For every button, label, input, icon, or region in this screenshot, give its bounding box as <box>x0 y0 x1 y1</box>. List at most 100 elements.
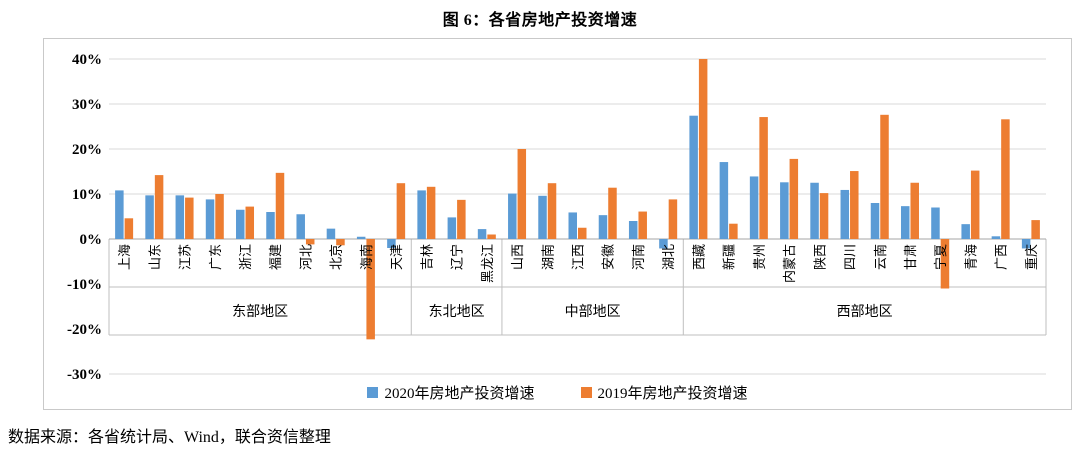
bar-2019-宁夏 <box>940 239 950 289</box>
bar-2020-河北 <box>296 214 305 239</box>
chart-title: 图 6：各省房地产投资增速 <box>442 12 638 29</box>
bar-2019-上海 <box>124 218 134 239</box>
bar-2019-河北 <box>305 239 315 245</box>
bar-2019-安徽 <box>608 187 617 239</box>
bar-chart-svg: 40% 30% 20% 10% 0% -10% -20% -30% 上海 山东 江苏 广东 浙江 福建 河北… <box>67 52 1047 383</box>
region-label: 东部地区 <box>232 304 288 320</box>
province-label: 四川 <box>843 244 858 270</box>
legend-item-2019: 2019年房地产投资增速 <box>580 382 748 403</box>
legend-item-2020: 2020年房地产投资增速 <box>367 382 535 403</box>
bar-2019-青海 <box>970 170 980 239</box>
bar-2019-贵州 <box>759 117 768 239</box>
bar-2019-重庆 <box>1031 220 1040 239</box>
province-label: 西藏 <box>691 244 706 270</box>
bar-2019-四川 <box>850 171 859 239</box>
province-label: 河北 <box>298 244 313 270</box>
y-axis-tick-label: 20% <box>72 142 102 158</box>
bar-2019-山西 <box>517 149 527 239</box>
bar-2019-浙江 <box>245 206 255 239</box>
province-label: 广西 <box>994 244 1009 270</box>
province-label: 北京 <box>329 244 344 270</box>
province-label: 宁夏 <box>933 244 948 270</box>
bar-2019-江西 <box>578 227 587 239</box>
bar-2020-上海 <box>115 190 124 239</box>
bar-2020-甘肃 <box>900 206 910 239</box>
province-label: 贵州 <box>752 244 767 270</box>
region-label: 西部地区 <box>837 304 893 320</box>
bar-2020-宁夏 <box>931 207 940 239</box>
source-note: 数据来源：各省统计局、Wind，联合资信整理 <box>8 429 331 446</box>
bar-2019-甘肃 <box>910 182 919 239</box>
bar-2019-河南 <box>638 211 647 239</box>
y-axis-tick-label: 0% <box>80 232 103 248</box>
bar-2019-内蒙古 <box>789 158 799 239</box>
bar-2019-江苏 <box>185 197 194 239</box>
y-axis-tick-label: 40% <box>72 52 102 68</box>
bar-2020-湖北 <box>659 239 668 249</box>
y-axis-tick-label: -30% <box>67 367 102 383</box>
legend-swatch-icon <box>580 387 592 398</box>
bar-2019-辽宁 <box>457 199 466 239</box>
bar-2019-吉林 <box>426 186 436 239</box>
bar-2019-广西 <box>1001 119 1010 239</box>
province-label: 重庆 <box>1024 244 1039 270</box>
bar-2020-山西 <box>508 193 517 239</box>
bar-2019-西藏 <box>698 59 708 239</box>
legend-label: 2019年房地产投资增速 <box>597 386 748 402</box>
province-label: 江苏 <box>178 244 193 270</box>
y-axis-tick-label: -20% <box>67 322 102 338</box>
province-label: 江西 <box>571 244 586 270</box>
bar-2019-新疆 <box>729 223 738 239</box>
bar-2020-海南 <box>356 236 366 239</box>
bar-2020-内蒙古 <box>780 182 789 239</box>
legend-label: 2020年房地产投资增速 <box>384 386 535 402</box>
province-label: 陕西 <box>812 244 827 270</box>
province-label: 青海 <box>963 244 978 270</box>
bar-2020-广西 <box>991 236 1001 239</box>
y-axis-tick-label: -10% <box>67 277 102 293</box>
bar-2019-福建 <box>275 172 285 239</box>
bar-2020-江苏 <box>175 195 185 239</box>
bar-2019-陕西 <box>819 193 829 239</box>
bar-2020-福建 <box>266 212 275 239</box>
province-label: 吉林 <box>419 244 434 270</box>
province-label: 湖南 <box>540 244 555 270</box>
bar-2020-青海 <box>961 224 970 239</box>
bar-2020-浙江 <box>236 209 245 239</box>
y-axis-tick-label: 10% <box>72 187 102 203</box>
province-label: 辽宁 <box>450 244 465 270</box>
bar-2020-陕西 <box>810 182 819 239</box>
province-label: 云南 <box>873 244 888 270</box>
bar-2020-北京 <box>326 228 336 239</box>
bar-2020-湖南 <box>538 195 547 239</box>
bar-2020-四川 <box>840 189 850 239</box>
bar-2020-安徽 <box>598 215 608 239</box>
province-label: 湖北 <box>661 244 676 270</box>
region-label: 中部地区 <box>565 304 621 320</box>
legend-swatch-icon <box>367 387 379 398</box>
province-label: 内蒙古 <box>782 244 797 283</box>
y-axis-tick-label: 30% <box>72 97 102 113</box>
region-label: 东北地区 <box>429 304 485 320</box>
bar-2019-海南 <box>366 239 375 340</box>
chart-area: 40% 30% 20% 10% 0% -10% -20% -30% 上海 山东 江苏 广东 浙江 福建 河北… <box>43 38 1072 410</box>
bar-2019-黑龙江 <box>487 234 496 239</box>
bar-2020-江西 <box>568 212 577 239</box>
province-label: 甘肃 <box>903 244 918 270</box>
province-label: 海南 <box>359 244 374 270</box>
bar-2019-天津 <box>396 183 406 239</box>
bar-2020-广东 <box>205 199 215 239</box>
province-label: 浙江 <box>238 244 253 270</box>
province-label: 上海 <box>117 244 132 270</box>
province-label: 山东 <box>147 244 162 270</box>
bar-2019-北京 <box>336 239 345 246</box>
bar-2020-西藏 <box>689 115 698 239</box>
bar-2020-山东 <box>145 195 154 239</box>
province-label: 黑龙江 <box>480 244 495 283</box>
bar-2020-辽宁 <box>447 217 457 239</box>
province-label: 安徽 <box>601 244 616 270</box>
province-label: 新疆 <box>722 244 737 270</box>
chart-legend: 2020年房地产投资增速 2019年房地产投资增速 <box>44 382 1071 403</box>
bar-2020-河南 <box>628 221 638 239</box>
